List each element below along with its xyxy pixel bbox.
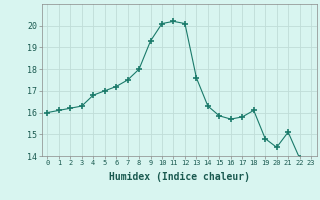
X-axis label: Humidex (Indice chaleur): Humidex (Indice chaleur) <box>109 172 250 182</box>
